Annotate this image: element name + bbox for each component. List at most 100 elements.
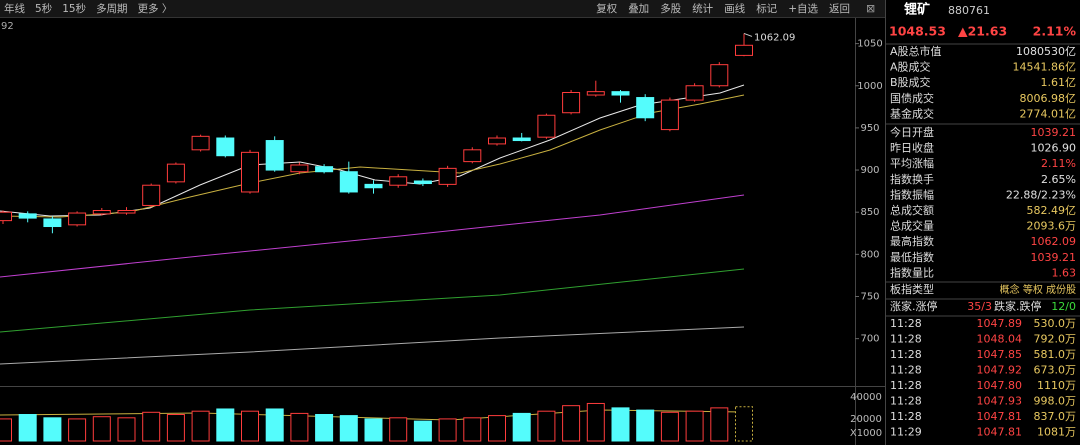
y-tick-label: 950 [860,123,879,134]
trade-time: 11:28 [890,348,922,361]
candle-body [537,114,556,138]
volume-bar [241,410,259,442]
candle-body [117,210,136,214]
trade-price: 1048.04 [977,333,1023,346]
breadth: 35/3 [967,300,992,313]
trade-time: 11:29 [890,426,922,439]
icon-close[interactable]: ⊠ [866,2,875,15]
candle-body [611,91,630,96]
volume-bar [710,407,729,442]
volume-bar [92,416,111,442]
trade-volume: 1081万 [1037,426,1076,439]
panel-label: A股成交 [890,60,931,74]
toolbar-item[interactable]: 返回 [829,3,850,15]
change-pct: 2.11% [1033,24,1077,39]
volume-bar [364,418,383,442]
volume-bar [660,411,679,442]
panel-label: 总成交量 [890,219,934,233]
price: 1048.53 [889,24,946,39]
trade-volume: 837.0万 [1034,410,1077,423]
panel-value: 1.61亿 [1041,76,1077,89]
breadth: 跌家.跌停 [994,299,1042,313]
change: ▲21.63 [958,24,1007,39]
volume-bar [562,405,581,442]
trade-price: 1047.89 [977,317,1023,330]
volume-bar [191,410,210,442]
panel-value: 2.65% [1041,173,1076,186]
volume-bar [0,418,12,442]
breadth: 12/0 [1051,300,1076,313]
volume-bar [735,406,753,442]
toolbar-item[interactable]: +自选 [788,2,818,15]
volume-bar [315,414,334,442]
panel-value: 1080530亿 [1016,45,1076,58]
candle-body [92,210,111,215]
panel-value: 1039.21 [1031,126,1077,139]
y-tick-label: 700 [860,334,879,345]
trade-volume: 530.0万 [1034,317,1077,330]
panel-value: 22.88/2.23% [1006,188,1076,201]
toolbar-item[interactable]: 15秒 [62,2,86,15]
trade-price: 1047.81 [977,426,1023,439]
candle-body [438,167,457,185]
volume-bar [463,417,482,442]
candle-body [586,91,605,96]
ma60 [0,194,745,278]
volume-bar [117,417,136,442]
y-tick-label: 900 [860,165,879,176]
toolbar-item[interactable]: 多周期 [96,2,128,15]
panel-label: 国债成交 [890,91,934,105]
panel-label: B股成交 [890,75,931,89]
max-pointer [743,32,753,37]
candle-body [413,180,432,185]
candle-body [364,183,383,189]
panel-label: 最高指数 [890,234,934,248]
candle-body [191,135,210,151]
toolbar-item[interactable]: 画线 [724,2,745,15]
panel-value: 2.11% [1041,157,1076,170]
panel-value: 582.49亿 [1027,204,1077,217]
panel-value: 1039.21 [1031,251,1077,264]
toolbar-item[interactable]: 标记 [756,3,777,15]
candle-body [315,166,334,173]
toolbar [0,0,885,17]
volume-bar [166,414,185,442]
trade-time: 11:28 [890,395,922,408]
candle-body [685,85,704,101]
toolbar-item[interactable]: 叠加 [628,3,649,15]
panel-label: 指数量比 [890,265,934,279]
toolbar-item[interactable]: 复权 [596,2,617,15]
candle-body [68,212,87,226]
toolbar-item[interactable]: 更多 〉 [138,2,173,15]
trade-time: 11:28 [890,333,922,346]
toolbar-item[interactable]: 多股 [660,2,681,15]
candle-body [660,99,679,131]
panel-label: 最低指数 [890,250,934,264]
panel-value: 1026.90 [1031,142,1077,155]
toolbar-item[interactable]: 年线 [4,2,25,15]
candle-body [636,97,655,119]
volume-bar [413,420,432,442]
y-tick-label: 750 [860,291,879,302]
candle-body [290,164,309,173]
volume-bar [512,412,531,442]
toolbar-item[interactable]: 5秒 [35,2,53,15]
volume-bar [68,418,87,442]
panel-label: 总成交额 [890,203,934,217]
candle-body [265,140,284,171]
stock-name: 锂矿 [904,2,930,18]
candle-body [339,171,358,193]
panel-value: 2093.6万 [1027,220,1077,233]
breadth: 涨家.涨停 [890,299,938,313]
trade-price: 1047.81 [977,410,1023,423]
candle-body [488,137,506,145]
trade-volume: 792.0万 [1034,333,1077,346]
trade-volume: 581.0万 [1034,348,1077,361]
max-label: 1062.09 [754,32,795,43]
panel-value: 8006.98亿 [1020,92,1077,105]
candle-body [166,163,185,183]
toolbar-item[interactable]: 统计 [692,2,713,15]
v-tick-label: 20000 [850,414,882,425]
panel-label: 指数振幅 [890,187,934,201]
